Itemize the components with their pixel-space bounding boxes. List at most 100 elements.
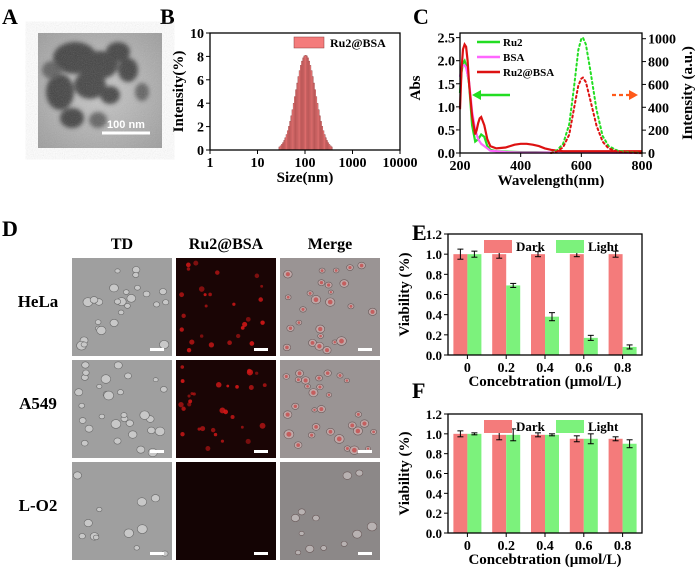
chart-c: 0.0 0.5 1.0 1.5 2.0 2.5 0 200 400 600 800 1000 200 40… (408, 32, 696, 189)
chart-b: 0 2 4 6 8 10 1 10 100 1000 10000 Size(nm) Intensity(… (171, 27, 418, 186)
cell-fluorescence (193, 260, 199, 266)
cell-fluorescence (338, 374, 342, 377)
row-label: L-O2 (19, 496, 58, 515)
y-tick-label: 0.4 (426, 308, 443, 323)
cell (128, 430, 138, 439)
legend-label: Light (588, 239, 619, 254)
y-tick-label: 8 (197, 50, 204, 65)
y-tick-label: 2.0 (438, 55, 456, 70)
cell (80, 341, 88, 348)
cell-fluorescence (179, 292, 185, 298)
cell-fluorescence (336, 436, 342, 442)
cell-fluorescence (329, 290, 333, 294)
legend-swatch (293, 36, 325, 49)
legend-swatch (556, 240, 584, 253)
cell-fluorescence (240, 326, 245, 330)
series-line (458, 42, 642, 153)
cell (113, 437, 122, 445)
cell (73, 471, 82, 480)
cell-fluorescence (186, 267, 191, 271)
cell (113, 361, 123, 370)
y-tick-label: 0 (197, 144, 204, 159)
bar (608, 438, 623, 533)
cell-fluorescence (327, 299, 333, 305)
cell-fluorescence (350, 423, 355, 428)
cell-fluorescence (198, 286, 205, 292)
legend-swatch (484, 240, 512, 253)
x-tick-label: 0.8 (614, 361, 632, 376)
cell-fluorescence (285, 412, 290, 417)
legend-label: Ru2@BSA (503, 67, 554, 79)
cell (98, 413, 106, 420)
panel-label-d: D (2, 216, 18, 241)
cell-fluorescence (204, 304, 208, 308)
cell (96, 384, 103, 389)
cell (160, 386, 168, 393)
cell (154, 426, 166, 436)
y2-tick-label: 600 (648, 78, 669, 93)
row-label: A549 (19, 394, 57, 413)
cell-fluorescence (301, 307, 305, 311)
series-line (550, 76, 643, 154)
y-tick-label: 0.0 (426, 526, 442, 541)
scale-bar (254, 552, 268, 555)
bar (453, 254, 468, 355)
y-tick-label: 0.6 (426, 467, 443, 482)
y-tick-label: 0.6 (426, 288, 443, 303)
scale-bar (150, 552, 164, 555)
cell (342, 471, 352, 480)
micrograph (176, 258, 276, 356)
cell (142, 290, 151, 298)
cell (100, 374, 111, 384)
cell-fluorescence (178, 401, 184, 408)
cell-fluorescence (362, 421, 367, 426)
y-tick-label: 1.0 (438, 101, 456, 116)
y-tick-label: 0.0 (426, 348, 442, 363)
cell-fluorescence (303, 378, 308, 383)
microscopy-grid: TD Ru2@BSA Merge HeLa A549 L-O2 (18, 236, 380, 560)
cell (305, 544, 315, 553)
legend-label: Ru2@BSA (330, 36, 386, 50)
x-tick-label: 200 (450, 159, 471, 174)
cell-fluorescence (179, 327, 184, 332)
cell (117, 389, 124, 396)
cell (134, 284, 141, 291)
cell-fluorescence (181, 313, 186, 319)
cell-fluorescence (318, 385, 322, 389)
cell (320, 545, 327, 551)
scale-bar (358, 552, 372, 555)
cell-fluorescence (240, 425, 244, 429)
cell-fluorescence (213, 432, 218, 437)
cell-fluorescence (203, 293, 207, 297)
cell-fluorescence (333, 340, 337, 344)
cell (83, 519, 93, 527)
cell-fluorescence (359, 263, 364, 268)
cell (78, 403, 85, 409)
x-tick-label: 0.8 (614, 539, 632, 554)
scale-bar (358, 348, 372, 351)
cell-fluorescence (339, 338, 344, 344)
panel-label-a: A (2, 4, 18, 29)
cell-fluorescence (181, 406, 186, 411)
cell (137, 524, 148, 534)
arrow-right-head (629, 90, 638, 100)
cell (136, 497, 147, 507)
cell (355, 469, 364, 477)
cell (120, 412, 128, 418)
y-tick-label: 10 (190, 27, 204, 42)
cell-fluorescence (345, 379, 349, 382)
y-tick-label: 4 (197, 97, 204, 112)
cell (92, 534, 100, 541)
cell-fluorescence (352, 447, 357, 453)
cell-fluorescence (313, 297, 319, 303)
x-tick-label: 1 (207, 156, 214, 171)
cell-fluorescence (297, 371, 302, 376)
cell (96, 326, 107, 335)
micrograph (176, 462, 276, 560)
bar (531, 434, 545, 533)
panel-label-b: B (160, 4, 175, 29)
cell-fluorescence (208, 342, 215, 348)
scale-bar (254, 450, 268, 453)
cell-fluorescence (366, 447, 370, 450)
